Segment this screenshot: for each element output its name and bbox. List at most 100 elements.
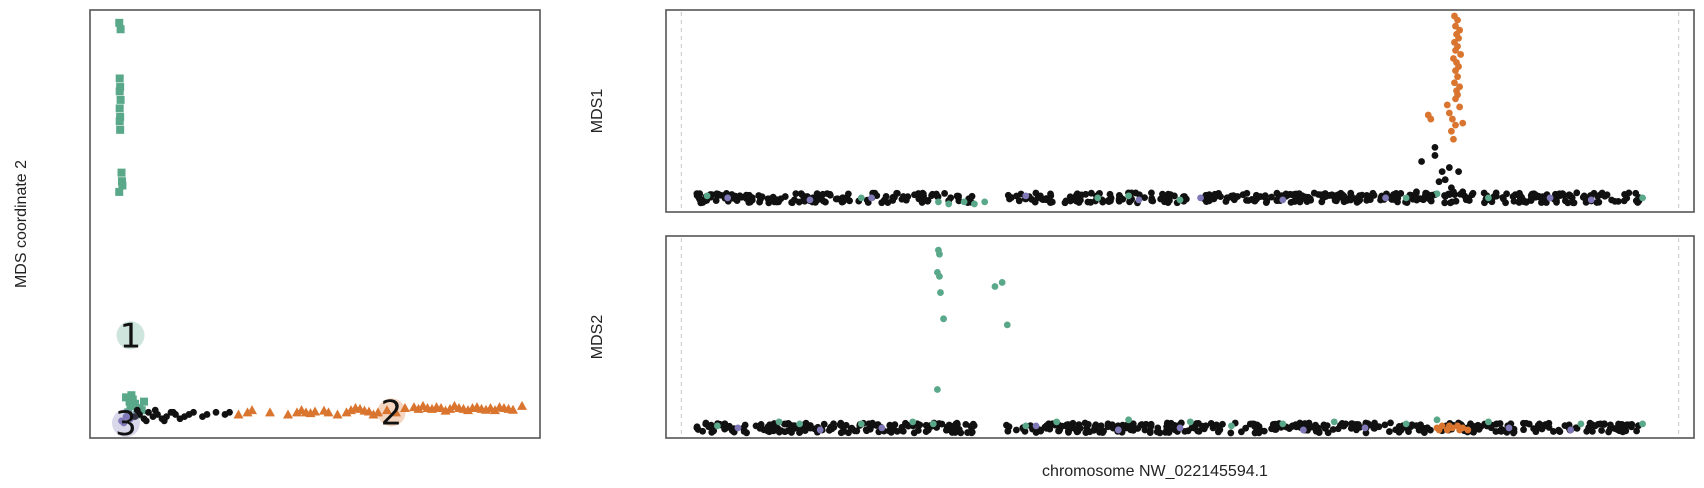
window-point <box>940 315 947 323</box>
window-point <box>1454 73 1461 81</box>
window-point <box>1617 424 1624 432</box>
window-point <box>962 421 970 428</box>
window-point <box>775 418 783 426</box>
window-point <box>947 194 955 202</box>
window-point <box>1093 423 1101 430</box>
scatter-point <box>413 403 424 413</box>
window-point <box>1340 198 1348 206</box>
window-point <box>1279 420 1287 428</box>
window-point <box>1431 143 1439 151</box>
window-point <box>1084 198 1092 206</box>
window-point <box>1334 425 1342 433</box>
window-point <box>1606 425 1614 433</box>
window-point <box>1452 95 1459 103</box>
window-point <box>1577 420 1585 428</box>
window-point <box>1423 190 1431 198</box>
mds2-frame <box>665 235 1695 439</box>
window-point <box>1535 421 1542 429</box>
window-point <box>1268 425 1275 433</box>
window-point <box>866 425 874 433</box>
window-point <box>934 193 942 201</box>
window-point <box>1329 426 1337 433</box>
window-point <box>1087 189 1095 197</box>
window-point <box>942 426 950 434</box>
window-point <box>936 250 943 258</box>
cluster-label-bubble <box>116 321 145 350</box>
window-point <box>1296 198 1304 206</box>
window-point <box>699 427 707 435</box>
window-point <box>1525 420 1533 428</box>
window-point <box>1021 427 1029 435</box>
window-point <box>742 195 750 202</box>
window-point <box>1446 199 1454 207</box>
window-point <box>1157 195 1165 203</box>
window-point <box>816 426 824 434</box>
window-point <box>1216 426 1223 433</box>
window-point <box>693 423 701 431</box>
window-point <box>1505 424 1513 432</box>
window-point <box>1268 193 1275 201</box>
window-point <box>1299 426 1307 434</box>
window-point <box>693 192 701 199</box>
window-point <box>1485 418 1492 426</box>
mds-scatter-panel: MDS coordinate 2 1 2 3 <box>13 9 541 444</box>
window-point <box>1243 189 1251 197</box>
window-point <box>1422 425 1430 433</box>
scatter-point <box>203 411 211 418</box>
cluster-label: 2 <box>381 393 403 433</box>
window-point <box>1452 67 1459 74</box>
window-point <box>1412 193 1419 201</box>
window-point <box>1591 422 1599 430</box>
window-point <box>1459 119 1467 127</box>
chromosome-xlabel: chromosome NW_022145594.1 <box>1042 463 1268 480</box>
window-point <box>1100 427 1107 435</box>
window-point <box>1053 418 1061 426</box>
scatter-point <box>117 168 126 177</box>
mds1-ylabel: MDS1 <box>589 89 606 134</box>
window-point <box>1298 192 1306 200</box>
window-point <box>1413 188 1420 196</box>
window-point <box>955 192 962 200</box>
window-point <box>1452 197 1460 205</box>
window-point <box>955 426 962 434</box>
scatter-point <box>116 125 125 134</box>
window-point <box>1598 427 1605 434</box>
mds1-points <box>693 12 1646 208</box>
window-point <box>1438 168 1446 176</box>
window-point <box>1141 194 1148 202</box>
window-point <box>1066 423 1074 431</box>
window-point <box>1601 192 1609 200</box>
window-point <box>898 195 906 203</box>
window-point <box>1397 426 1405 434</box>
scatter-point <box>332 409 343 419</box>
window-point <box>1519 419 1527 427</box>
window-point <box>1194 427 1202 435</box>
window-point <box>1307 196 1315 204</box>
window-point <box>1205 191 1213 199</box>
window-point <box>1006 195 1013 203</box>
window-point <box>1047 190 1054 198</box>
window-point <box>1034 194 1042 201</box>
window-point <box>1166 197 1173 204</box>
window-point <box>775 428 783 436</box>
scatter-point <box>126 401 135 410</box>
scatter-point <box>131 399 139 408</box>
window-point <box>1499 194 1507 201</box>
scatter-point <box>151 406 159 414</box>
window-point <box>857 194 865 202</box>
window-point <box>1195 420 1202 427</box>
window-point <box>1493 420 1501 428</box>
window-point <box>1321 423 1329 431</box>
scatter-point <box>116 25 125 34</box>
window-point <box>886 422 894 429</box>
window-point <box>1260 427 1268 435</box>
window-point <box>1104 423 1112 431</box>
scatter-point <box>116 95 125 104</box>
scatter-point <box>247 405 257 415</box>
window-point <box>1402 420 1410 428</box>
window-point <box>1457 51 1465 58</box>
mds1-vlines <box>680 12 1680 210</box>
window-point <box>1449 115 1456 123</box>
window-point <box>1119 421 1127 429</box>
window-point <box>1339 191 1347 199</box>
